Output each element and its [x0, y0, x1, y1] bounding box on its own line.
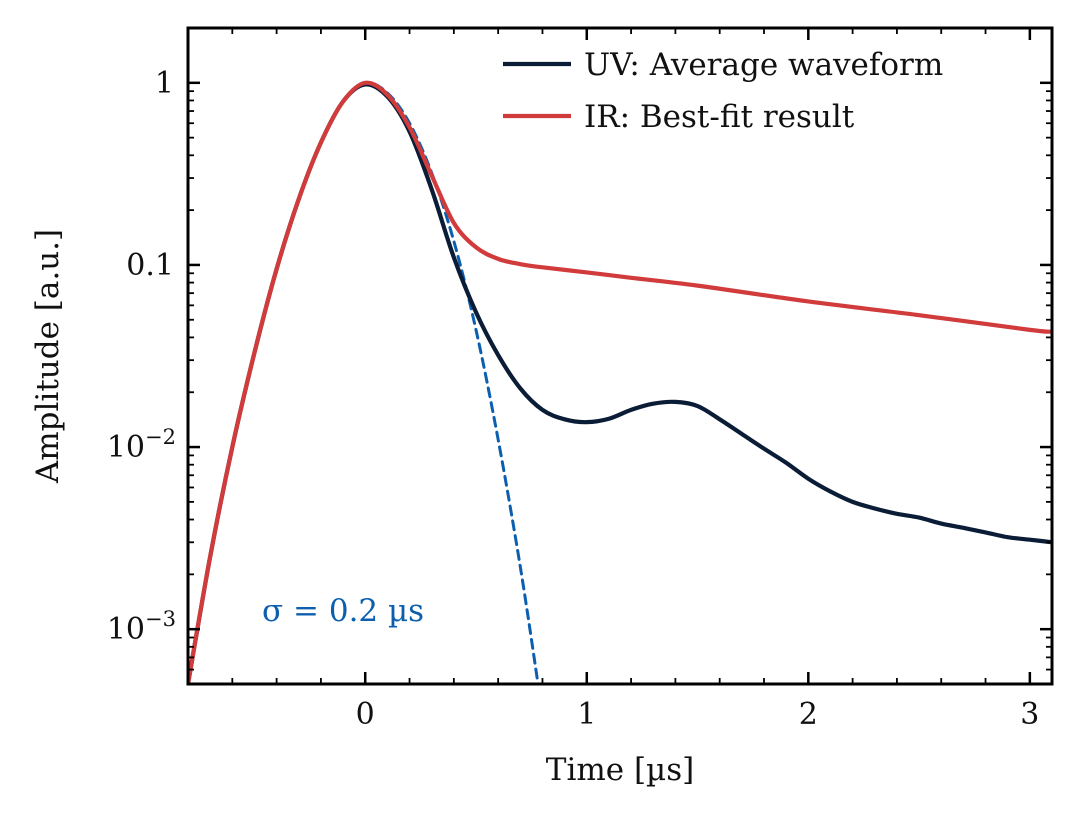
y-tick-label: 0.1: [126, 248, 174, 283]
series-line-ir-best-fit-result: [188, 80, 1052, 684]
axes-frame: [186, 26, 1054, 686]
y-axis-label: Amplitude [a.u.]: [30, 229, 66, 484]
x-axis-label: Time [µs]: [546, 752, 694, 788]
tick-layer: 0 1 2 3 1 0.1 10−2 10−3: [107, 27, 1052, 732]
y-tick-label: 1: [155, 66, 174, 101]
annotation-layer: σ = 0.2 µs: [262, 593, 424, 629]
series-layer: [188, 80, 1052, 684]
y-tick-label: 10−2: [107, 425, 176, 465]
legend-label: UV: Average waveform: [584, 47, 943, 83]
x-tick-label: 3: [1020, 697, 1039, 732]
legend: UV: Average waveform IR: Best-fit result: [503, 47, 943, 135]
legend-label: IR: Best-fit result: [584, 99, 855, 135]
x-tick-label: 2: [799, 697, 818, 732]
sigma-annotation: σ = 0.2 µs: [262, 593, 424, 629]
y-tick-label: 10−3: [107, 607, 176, 647]
x-tick-label: 1: [577, 697, 596, 732]
plot-frame: [186, 26, 1054, 686]
x-tick-label: 0: [356, 697, 375, 732]
axis-labels: Time [µs] Amplitude [a.u.]: [30, 229, 694, 788]
